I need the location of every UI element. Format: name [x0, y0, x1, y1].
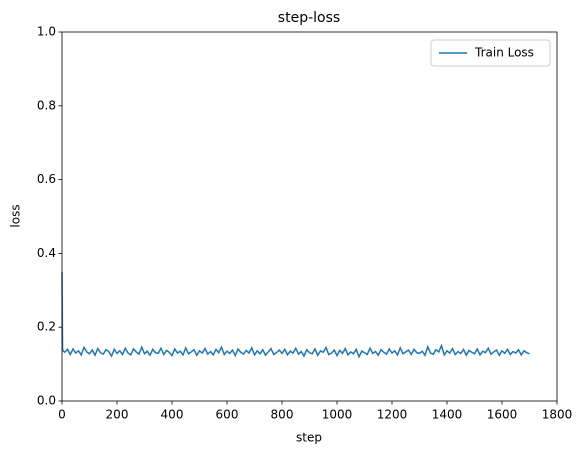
x-tick-label: 0 [58, 408, 66, 422]
plot-frame [61, 31, 558, 402]
x-tick-label: 1000 [322, 408, 353, 422]
legend-label: Train Loss [474, 46, 534, 60]
x-tick-label: 600 [216, 408, 239, 422]
chart-title: step-loss [278, 10, 340, 26]
y-tick-label: 0.6 [37, 172, 56, 186]
y-tick-label: 0.2 [37, 320, 56, 334]
line-series [61, 271, 530, 359]
legend-box [430, 39, 551, 67]
x-tick-label: 1200 [377, 408, 408, 422]
x-tick-label: 400 [161, 408, 184, 422]
y-tick-label: 0.4 [37, 246, 56, 260]
y-axis-label: loss [9, 204, 23, 227]
x-axis-label: step [296, 431, 322, 445]
x-tick-label: 1400 [432, 408, 463, 422]
y-tick-label: 0.8 [37, 98, 56, 112]
y-tick-label: 0.0 [37, 394, 56, 408]
x-tick-label: 200 [106, 408, 129, 422]
x-tick-label: 1800 [542, 408, 573, 422]
x-tick-label: 800 [271, 408, 294, 422]
x-tick-label: 1600 [487, 408, 518, 422]
y-tick-label: 1.0 [37, 25, 56, 39]
